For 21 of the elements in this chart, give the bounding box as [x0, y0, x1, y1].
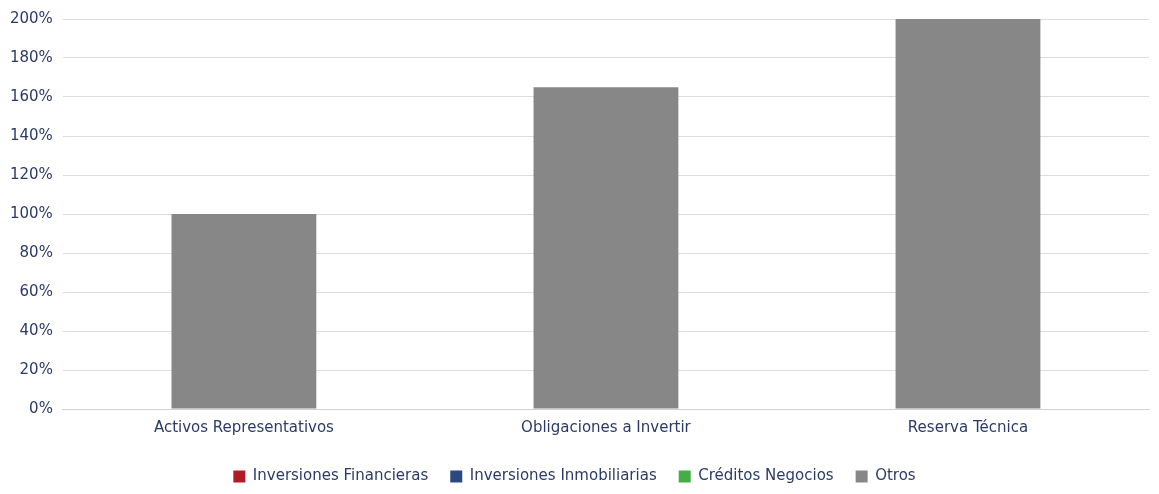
bar — [171, 214, 317, 409]
y-tick-label: 20% — [19, 359, 53, 378]
legend-label: Inversiones Inmobiliarias — [469, 466, 657, 485]
y-tick-label: 0% — [29, 398, 53, 417]
x-tick-label: Activos Representativos — [153, 417, 335, 436]
bar — [533, 87, 679, 409]
y-tick-label: 60% — [19, 281, 53, 300]
x-tick-label: Obligaciones a Invertir — [521, 417, 692, 436]
legend-label: Inversiones Financieras — [252, 466, 429, 485]
y-tick-label: 180% — [9, 47, 53, 66]
y-tick-label: 200% — [9, 8, 53, 27]
y-tick-label: 120% — [9, 164, 53, 183]
bar — [895, 19, 1041, 409]
y-tick-label: 40% — [19, 320, 53, 339]
y-tick-label: 140% — [9, 125, 53, 144]
x-tick-label: Reserva Técnica — [907, 417, 1029, 436]
legend-label: Otros — [875, 466, 916, 485]
y-tick-label: 160% — [9, 86, 53, 105]
y-tick-label: 100% — [9, 203, 53, 222]
y-tick-label: 80% — [19, 242, 53, 261]
legend-label: Créditos Negocios — [698, 466, 834, 485]
